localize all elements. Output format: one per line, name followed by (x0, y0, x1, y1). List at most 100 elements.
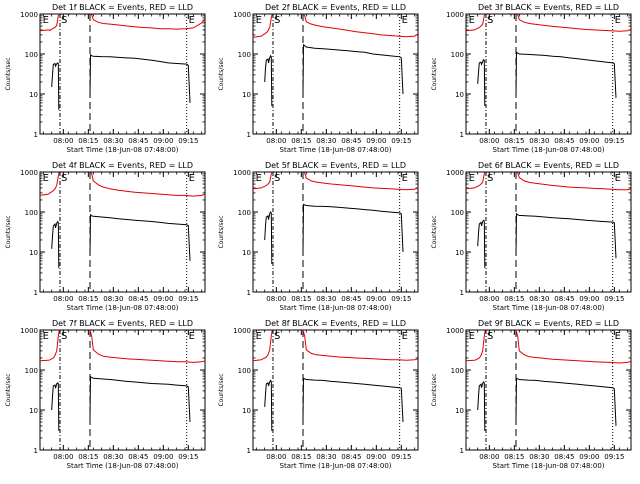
x-tick-label: 08:00 (479, 295, 499, 303)
chart-title: Det 9f BLACK = Events, RED = LLD (478, 319, 619, 328)
marker-label-E-start: E (43, 331, 49, 342)
y-axis-label: Counts/sec (5, 215, 12, 248)
y-tick-label: 100 (238, 367, 251, 375)
series-line-events (477, 58, 486, 107)
x-axis-label: Start Time (18-Jun-08 07:48:00) (493, 304, 605, 312)
y-axis-label: Counts/sec (5, 57, 12, 90)
marker-label-S: S (274, 15, 280, 26)
plot-frame (252, 13, 419, 135)
chart-title: Det 4f BLACK = Events, RED = LLD (52, 161, 193, 170)
x-tick-label: 08:00 (53, 295, 73, 303)
x-tick-label: 08:00 (53, 137, 73, 145)
marker-label-E-start: E (256, 331, 262, 342)
chart-title: Det 3f BLACK = Events, RED = LLD (478, 3, 619, 12)
x-axis-label: Start Time (18-Jun-08 07:48:00) (67, 304, 179, 312)
series-line-lld (302, 172, 418, 191)
marker-label-E-start: E (256, 15, 262, 26)
y-tick-label: 1000 (20, 327, 38, 335)
marker-label-E-end: E (615, 331, 621, 342)
x-tick-label: 08:15 (291, 453, 311, 461)
y-tick-label: 1000 (446, 327, 464, 335)
x-tick-label: 08:00 (479, 453, 499, 461)
series-line-events (264, 211, 273, 265)
y-tick-label: 1 (247, 131, 251, 139)
series-line-lld (515, 172, 631, 191)
y-tick-label: 10 (29, 249, 38, 257)
marker-label-S: S (274, 173, 280, 184)
plot-frame (465, 329, 632, 451)
chart-panel-5: Det 5f BLACK = Events, RED = LLD Counts/s… (218, 161, 419, 312)
marker-label-E-start: E (469, 331, 475, 342)
chart-title: Det 1f BLACK = Events, RED = LLD (52, 3, 193, 12)
series-line-events (302, 377, 404, 423)
y-tick-label: 10 (455, 249, 464, 257)
x-tick-label: 09:15 (391, 137, 411, 145)
y-tick-label: 1 (460, 131, 464, 139)
series-line-lld (302, 330, 418, 361)
marker-label-E-end: E (615, 173, 621, 184)
chart-title: Det 8f BLACK = Events, RED = LLD (265, 319, 406, 328)
y-tick-label: 1 (460, 447, 464, 455)
series-line-lld (515, 330, 631, 364)
series-line-lld (89, 14, 205, 30)
x-tick-label: 09:15 (391, 453, 411, 461)
x-tick-label: 09:00 (366, 453, 386, 461)
chart-panel-3: Det 3f BLACK = Events, RED = LLD Counts/s… (431, 3, 632, 154)
y-tick-label: 100 (451, 367, 464, 375)
chart-panel-6: Det 6f BLACK = Events, RED = LLD Counts/s… (431, 161, 632, 312)
chart-panel-8: Det 8f BLACK = Events, RED = LLD Counts/s… (218, 319, 419, 470)
series-line-lld (89, 330, 205, 363)
series-line-lld (40, 172, 60, 196)
y-tick-label: 1000 (20, 169, 38, 177)
series-line-lld (89, 172, 205, 197)
y-tick-label: 1000 (233, 169, 251, 177)
marker-label-E-end: E (189, 331, 195, 342)
y-axis-label: Counts/sec (431, 373, 438, 406)
y-tick-label: 1000 (446, 11, 464, 19)
plot-frame (252, 171, 419, 293)
x-tick-label: 09:00 (579, 295, 599, 303)
series-line-events (264, 54, 273, 107)
x-tick-label: 09:00 (366, 295, 386, 303)
y-tick-label: 100 (25, 209, 38, 217)
series-line-lld (466, 330, 486, 362)
chart-panel-9: Det 9f BLACK = Events, RED = LLD Counts/s… (431, 319, 632, 470)
x-tick-label: 08:15 (78, 453, 98, 461)
y-axis-label: Counts/sec (218, 57, 225, 90)
x-tick-label: 08:45 (128, 137, 148, 145)
x-tick-label: 08:45 (128, 453, 148, 461)
x-tick-label: 08:45 (128, 295, 148, 303)
x-tick-label: 08:30 (316, 453, 336, 461)
marker-label-S: S (487, 173, 493, 184)
y-tick-label: 100 (451, 209, 464, 217)
series-line-events (51, 62, 60, 110)
x-tick-label: 09:15 (604, 137, 624, 145)
x-tick-label: 09:15 (178, 453, 198, 461)
x-tick-label: 09:00 (153, 295, 173, 303)
x-axis-label: Start Time (18-Jun-08 07:48:00) (280, 304, 392, 312)
x-tick-label: 08:30 (529, 453, 549, 461)
y-axis-label: Counts/sec (431, 57, 438, 90)
x-tick-label: 08:30 (529, 137, 549, 145)
y-tick-label: 1 (34, 289, 38, 297)
y-tick-label: 100 (238, 51, 251, 59)
marker-label-S: S (61, 173, 67, 184)
chart-panel-1: Det 1f BLACK = Events, RED = LLD Counts/s… (5, 3, 206, 154)
y-tick-label: 1000 (233, 327, 251, 335)
x-tick-label: 08:00 (266, 137, 286, 145)
y-tick-label: 1000 (233, 11, 251, 19)
x-tick-label: 09:15 (178, 137, 198, 145)
marker-label-E-start: E (43, 15, 49, 26)
y-tick-label: 100 (451, 51, 464, 59)
series-line-events (515, 51, 617, 98)
y-tick-label: 1000 (20, 11, 38, 19)
marker-label-E-start: E (256, 173, 262, 184)
x-tick-label: 08:30 (316, 137, 336, 145)
series-line-events (515, 212, 617, 259)
y-tick-label: 1 (460, 289, 464, 297)
x-tick-label: 09:15 (178, 295, 198, 303)
chart-title: Det 5f BLACK = Events, RED = LLD (265, 161, 406, 170)
series-line-events (51, 220, 60, 268)
